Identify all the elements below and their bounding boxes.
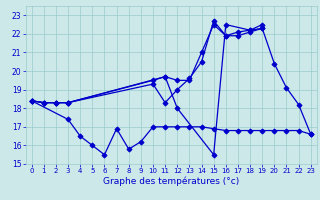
X-axis label: Graphe des températures (°c): Graphe des températures (°c) (103, 177, 239, 186)
